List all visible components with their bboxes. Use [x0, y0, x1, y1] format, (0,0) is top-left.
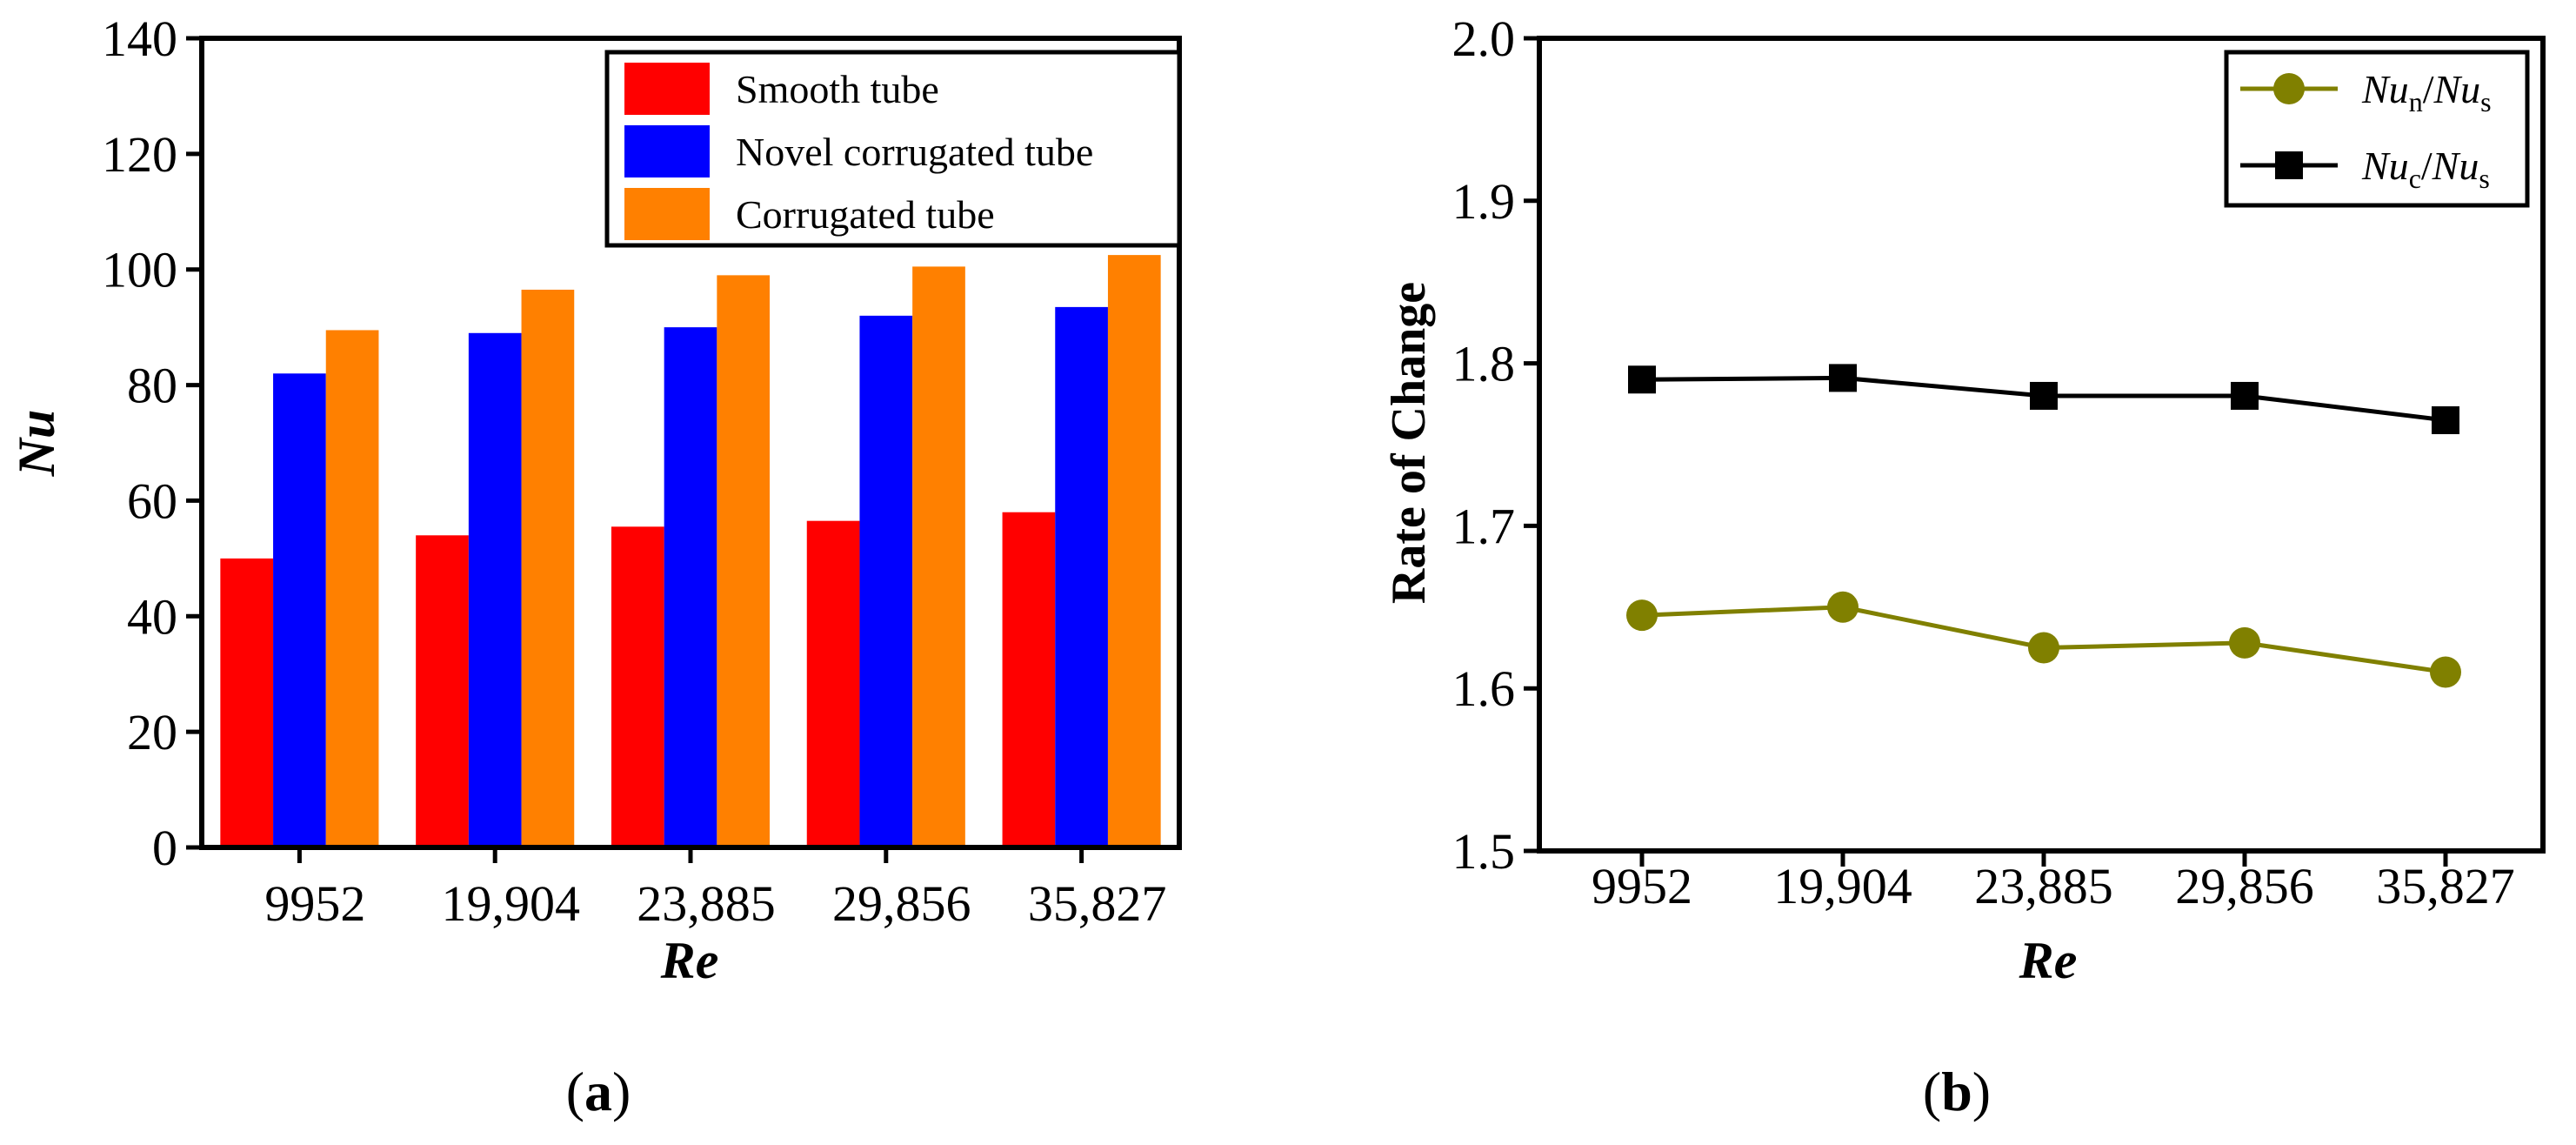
bar-novel-3 — [859, 315, 913, 847]
panel-b-y-tick-label: 1.9 — [1452, 173, 1516, 230]
panel-b-legend-label-0: Nun/Nus — [2361, 67, 2492, 117]
panel-a-y-tick-label: 100 — [102, 242, 177, 298]
panel-b-legend-label-1: Nuc/Nus — [2361, 144, 2490, 194]
bar-corrugated-0 — [325, 330, 379, 847]
panel-b-x-tick-label: 23,885 — [1974, 858, 2113, 914]
panel-a-x-tick-label: 9952 — [264, 875, 365, 932]
bar-corrugated-4 — [1107, 255, 1161, 847]
panel-a-legend-label-1: Novel corrugated tube — [736, 130, 1093, 174]
panel-a-bar-chart: 0 20 40 60 80 100 120 140 9952 19,904 23,885 29,85… — [8, 10, 1182, 1122]
bar-novel-0 — [273, 373, 326, 847]
panel-b-point-n-3 — [2229, 626, 2260, 659]
panel-a-x-ticks: 9952 19,904 23,885 29,856 35,827 — [264, 847, 1166, 932]
panel-b-x-tick-label: 29,856 — [2175, 858, 2314, 914]
panel-a-y-tick-label: 60 — [127, 472, 177, 529]
panel-a-legend: Smooth tube Novel corrugated tube Corrugat… — [604, 50, 1182, 248]
panel-a-x-axis-label: Re — [660, 932, 719, 989]
panel-b-point-n-0 — [1626, 599, 1658, 632]
panel-a-legend-swatch-2 — [624, 188, 710, 240]
panel-b-y-axis-label: Rate of Change — [1382, 282, 1436, 604]
panel-a-legend-label-0: Smooth tube — [736, 67, 939, 111]
bar-smooth-3 — [806, 520, 860, 847]
panel-b-line-chart: 1.5 1.6 1.7 1.8 1.9 2.0 9952 19,904 23,885 29,85… — [1382, 10, 2546, 1122]
panel-a-legend-label-2: Corrugated tube — [736, 192, 995, 237]
panel-a-y-tick-label: 80 — [127, 358, 177, 414]
panel-a-label: (a) — [566, 1061, 631, 1122]
bar-smooth-2 — [611, 526, 664, 847]
panel-b-legend-box — [2224, 50, 2530, 208]
panel-a-y-tick-label: 120 — [102, 126, 177, 183]
panel-b-legend: Nun/Nus Nuc/Nus — [2224, 50, 2530, 208]
panel-a-legend-swatch-0 — [624, 63, 710, 115]
bar-novel-1 — [468, 332, 522, 847]
bar-corrugated-2 — [717, 275, 771, 847]
bar-smooth-4 — [1002, 512, 1056, 847]
panel-b-y-tick-label: 1.6 — [1452, 660, 1516, 717]
panel-a-x-tick-label: 29,856 — [832, 875, 971, 932]
panel-b-point-c-3 — [2231, 381, 2259, 410]
panel-b-x-tick-label: 19,904 — [1773, 858, 1912, 914]
bar-novel-4 — [1055, 306, 1108, 848]
panel-b-x-tick-label: 35,827 — [2376, 858, 2515, 914]
panel-b-point-c-0 — [1628, 365, 1656, 394]
panel-b-x-axis-label: Re — [2019, 932, 2078, 989]
panel-b-point-n-2 — [2028, 632, 2059, 664]
panel-b-x-tick-label: 9952 — [1592, 858, 1692, 914]
bar-novel-2 — [664, 327, 717, 848]
panel-a-x-tick-label: 23,885 — [637, 875, 776, 932]
panel-b-y-tick-label: 2.0 — [1452, 10, 1516, 67]
panel-b-frame — [1537, 36, 2546, 854]
bar-smooth-0 — [220, 558, 274, 847]
panel-b-legend-marker-0 — [2273, 73, 2305, 104]
panel-b-x-ticks: 9952 19,904 23,885 29,856 35,827 — [1592, 851, 2515, 914]
panel-b-y-ticks: 1.5 1.6 1.7 1.8 1.9 2.0 — [1452, 10, 1539, 880]
panel-b-y-tick-label: 1.8 — [1452, 336, 1516, 392]
panel-a-x-tick-label: 35,827 — [1028, 875, 1167, 932]
panel-a-y-tick-label: 140 — [102, 10, 177, 67]
bar-corrugated-3 — [912, 266, 965, 848]
bar-smooth-1 — [416, 535, 469, 847]
panel-a-y-tick-label: 20 — [127, 704, 177, 760]
panel-b-y-tick-label: 1.5 — [1452, 823, 1516, 880]
panel-b-point-c-1 — [1829, 364, 1857, 392]
panel-a-y-axis-label: Nu — [8, 410, 65, 478]
panel-b-series — [1626, 364, 2461, 688]
panel-b-point-c-4 — [2432, 405, 2459, 434]
panel-b-y-tick-label: 1.7 — [1452, 498, 1516, 554]
panel-a-y-tick-label: 40 — [127, 588, 177, 645]
panel-b-point-c-2 — [2030, 381, 2058, 410]
bar-corrugated-1 — [521, 289, 575, 847]
panel-a-legend-swatch-1 — [624, 125, 710, 177]
panel-a-x-tick-label: 19,904 — [441, 875, 580, 932]
panel-b-legend-marker-1 — [2275, 151, 2303, 179]
panel-a-bars — [220, 255, 1161, 848]
panel-b-point-n-1 — [1827, 591, 1859, 623]
panel-a-y-tick-label: 0 — [152, 820, 177, 876]
panel-a-y-ticks: 0 20 40 60 80 100 120 140 — [102, 10, 202, 876]
panel-b-label: (b) — [1923, 1061, 1991, 1122]
panel-b-point-n-4 — [2430, 656, 2461, 688]
